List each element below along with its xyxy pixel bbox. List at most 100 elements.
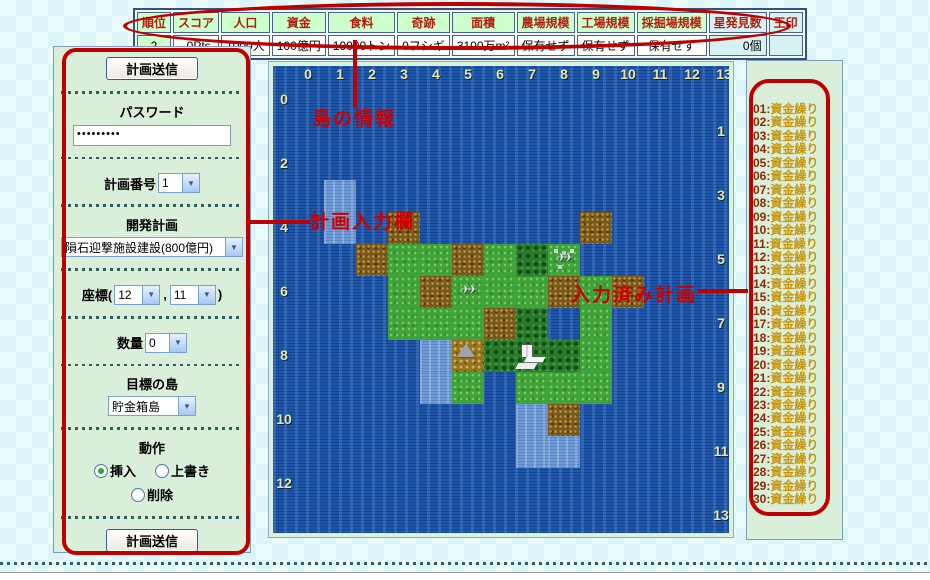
map-tile-waste — [612, 276, 644, 308]
map-col-label: 12 — [684, 66, 700, 82]
stats-value-cell: 10000トン — [327, 35, 396, 56]
map-tile-waste — [484, 308, 516, 340]
stats-value-cell: 0個 — [708, 35, 767, 56]
plan-list-item: 14:資金繰り — [753, 276, 819, 291]
stats-header-cell: 採掘場規模 — [636, 12, 707, 33]
stats-value-cell: 保有せず — [636, 35, 707, 56]
coord-y-select[interactable]: 11 ▼ — [169, 284, 216, 305]
stats-header-cell: 王印 — [768, 12, 803, 33]
stats-value-cell: 保有せず — [516, 35, 575, 56]
radio-delete[interactable] — [130, 488, 145, 503]
plan-list-item: 23:資金繰り — [753, 397, 819, 412]
radio-insert[interactable] — [94, 464, 109, 479]
password-input[interactable]: ••••••••• — [73, 124, 231, 146]
map-col-label: 4 — [432, 66, 440, 82]
plan-list-item: 11:資金繰り — [753, 236, 818, 251]
map-tile-forest — [548, 340, 580, 372]
action-label: 動作 — [138, 441, 165, 457]
plan-list-item: 17:資金繰り — [753, 317, 819, 332]
map-tile-plain — [580, 372, 612, 404]
map-col-label: 0 — [304, 66, 312, 82]
divider — [61, 427, 243, 431]
airplane-icon: ✈✈ — [460, 284, 477, 296]
plan-list-item: 21:資金繰り — [753, 371, 819, 386]
map-col-label: 3 — [400, 66, 408, 82]
map-col-label: 6 — [496, 66, 504, 82]
stats-value-cell — [768, 35, 803, 56]
quantity-select[interactable]: 0 ▼ — [145, 332, 187, 353]
map-row-label: 4 — [280, 219, 288, 235]
quantity-label: 数量 — [116, 336, 143, 352]
island-map-panel: 0 1 2 3 4 5 6 7 8 9 10 11 12 13 0 1 2 3 4 5 6 7 8 9 10 11 12 13 ✈✈ ✈✈ — [268, 61, 734, 538]
plan-list-item: 01:資金繰り — [753, 102, 819, 116]
send-plan-button-bottom[interactable]: 計画送信 — [106, 528, 198, 553]
stats-header-cell: 工場規模 — [576, 12, 635, 33]
map-row-label: 7 — [717, 315, 725, 331]
island-map[interactable]: 0 1 2 3 4 5 6 7 8 9 10 11 12 13 0 1 2 3 4 5 6 7 8 9 10 11 12 13 ✈✈ ✈✈ — [273, 66, 729, 533]
map-tile-plain — [388, 308, 420, 340]
stats-value-cell: 100億円 — [271, 35, 326, 56]
plan-list-item: 22:資金繰り — [753, 384, 819, 399]
plan-list-item: 29:資金繰り — [753, 478, 819, 493]
map-tile-shallow — [420, 340, 452, 372]
stats-value-cell: 保有せず — [576, 35, 635, 56]
divider — [61, 268, 243, 271]
map-row-label: 10 — [276, 411, 292, 427]
plan-list-item: 09:資金繰り — [753, 209, 819, 224]
plan-entry-panel: 計画送信 パスワード ••••••••• 計画番号 1 ▼ 開発計画 隕石迎撃施… — [53, 46, 251, 553]
map-tile-plain — [420, 244, 452, 276]
divider — [61, 315, 243, 319]
map-col-label: 2 — [368, 66, 376, 82]
plan-list-item: 28:資金繰り — [753, 465, 819, 480]
radio-insert-label: 挿入 — [110, 464, 137, 480]
plan-list-item: 19:資金繰り — [753, 344, 819, 359]
map-row-label: 2 — [280, 155, 288, 171]
plan-list-item: 27:資金繰り — [753, 451, 819, 466]
target-island-select[interactable]: 貯金箱島 ▼ — [108, 396, 196, 417]
map-tile-airfield: ✈✈ — [452, 276, 484, 308]
divider — [61, 204, 243, 208]
map-row-label: 5 — [717, 251, 725, 267]
map-tile-plain — [548, 372, 580, 404]
coord-label-close: ) — [217, 287, 223, 303]
plan-list-item: 02:資金繰り — [753, 115, 819, 130]
coord-x-select[interactable]: 12 ▼ — [114, 284, 161, 305]
send-plan-button-top[interactable]: 計画送信 — [106, 57, 198, 81]
map-col-label: 13 — [716, 66, 729, 82]
plan-list-item: 06:資金繰り — [753, 169, 819, 184]
entered-plans-panel: 01:資金繰り 02:資金繰り 03:資金繰り 04:資金繰り 05:資金繰り 06:資金… — [746, 60, 843, 540]
map-col-label: 7 — [528, 66, 536, 82]
plan-number-select[interactable]: 1 ▼ — [158, 173, 200, 194]
map-tile-waste — [356, 244, 388, 276]
map-tile-plain — [580, 276, 612, 308]
map-tile-shallow — [516, 436, 548, 468]
plan-list-item: 05:資金繰り — [753, 155, 819, 170]
radio-overwrite[interactable] — [154, 464, 169, 479]
map-row-label: 8 — [280, 347, 288, 363]
chevron-down-icon: ▼ — [169, 333, 186, 352]
stats-header-cell: 農場規模 — [516, 12, 575, 33]
plan-number-label: 計画番号 — [103, 176, 156, 192]
divider — [61, 156, 243, 160]
dev-plan-select[interactable]: 隕石迎撃施設建設(800億円) ▼ — [61, 237, 243, 258]
plan-list-item: 16:資金繰り — [753, 303, 819, 318]
map-tile-waste — [388, 212, 420, 244]
page-edge-line — [0, 572, 930, 573]
map-tile-plain — [580, 308, 612, 340]
map-tile-shallow — [324, 212, 356, 244]
map-tile-plain — [420, 308, 452, 340]
map-tile-plain — [484, 276, 516, 308]
coord-label-open: 座標( — [81, 288, 113, 304]
map-col-label: 10 — [620, 66, 636, 82]
plan-list-item: 15:資金繰り — [753, 290, 819, 305]
chevron-down-icon: ▼ — [225, 238, 242, 257]
stats-header-cell: 人口 — [221, 12, 270, 33]
map-tile-plain — [516, 276, 548, 308]
chevron-down-icon: ▼ — [178, 397, 195, 416]
map-tile-plain — [452, 372, 484, 404]
map-row-label: 1 — [717, 123, 725, 139]
chevron-down-icon: ▼ — [197, 285, 215, 304]
map-tile-plain — [484, 244, 516, 276]
target-island-label: 目標の島 — [125, 377, 178, 393]
plan-list-item: 20:資金繰り — [753, 357, 819, 372]
